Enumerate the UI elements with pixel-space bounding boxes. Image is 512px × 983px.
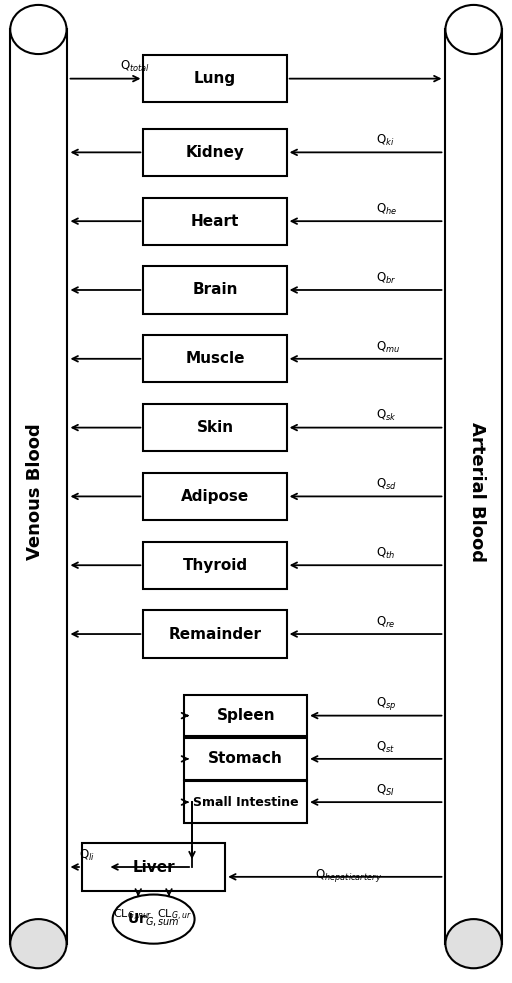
Text: Q$_{sd}$: Q$_{sd}$ <box>376 477 397 492</box>
Text: Ur$_{G,sum}$: Ur$_{G,sum}$ <box>127 910 180 928</box>
Text: CL$_{G,ur}$: CL$_{G,ur}$ <box>157 907 191 923</box>
FancyBboxPatch shape <box>143 55 287 102</box>
Text: Q$_{br}$: Q$_{br}$ <box>376 270 397 286</box>
Text: Kidney: Kidney <box>186 145 244 160</box>
FancyBboxPatch shape <box>143 129 287 176</box>
Text: Muscle: Muscle <box>185 351 245 367</box>
Text: Spleen: Spleen <box>217 708 275 723</box>
Text: Brain: Brain <box>193 282 238 298</box>
Text: Q$_{total}$: Q$_{total}$ <box>120 59 151 75</box>
Text: Q$_{li}$: Q$_{li}$ <box>79 847 95 863</box>
FancyBboxPatch shape <box>184 695 307 736</box>
Text: Q$_{th}$: Q$_{th}$ <box>376 546 396 561</box>
Text: CL$_{G,nur}$: CL$_{G,nur}$ <box>113 907 153 923</box>
Text: Q$_{sp}$: Q$_{sp}$ <box>376 695 397 713</box>
FancyBboxPatch shape <box>82 843 225 891</box>
Text: Stomach: Stomach <box>208 751 283 767</box>
Text: Q$_{he}$: Q$_{he}$ <box>376 202 398 217</box>
Text: Skin: Skin <box>197 420 233 435</box>
FancyBboxPatch shape <box>143 473 287 520</box>
Text: Small Intestine: Small Intestine <box>193 795 298 809</box>
FancyBboxPatch shape <box>184 738 307 780</box>
Text: Adipose: Adipose <box>181 489 249 504</box>
Ellipse shape <box>10 919 67 968</box>
FancyBboxPatch shape <box>143 404 287 451</box>
FancyBboxPatch shape <box>143 542 287 589</box>
Text: Q$_{mu}$: Q$_{mu}$ <box>376 339 400 355</box>
Text: Remainder: Remainder <box>168 626 262 642</box>
FancyBboxPatch shape <box>445 29 502 944</box>
Ellipse shape <box>445 5 502 54</box>
FancyBboxPatch shape <box>143 335 287 382</box>
Ellipse shape <box>445 919 502 968</box>
FancyBboxPatch shape <box>143 198 287 245</box>
Text: Liver: Liver <box>132 859 175 875</box>
Ellipse shape <box>113 895 195 944</box>
Text: Thyroid: Thyroid <box>182 557 248 573</box>
Text: Heart: Heart <box>191 213 239 229</box>
FancyBboxPatch shape <box>184 781 307 823</box>
FancyBboxPatch shape <box>10 29 67 944</box>
Text: Q$_{re}$: Q$_{re}$ <box>376 614 396 630</box>
Ellipse shape <box>10 5 67 54</box>
Text: Q$_{sk}$: Q$_{sk}$ <box>376 408 397 424</box>
Text: Q$_{SI}$: Q$_{SI}$ <box>376 782 395 798</box>
FancyBboxPatch shape <box>143 610 287 658</box>
Text: Arterial Blood: Arterial Blood <box>468 422 486 561</box>
Text: Q$_{hepatic artery}$: Q$_{hepatic artery}$ <box>315 867 382 885</box>
FancyBboxPatch shape <box>143 266 287 314</box>
Text: Q$_{ki}$: Q$_{ki}$ <box>376 133 395 148</box>
Text: Q$_{st}$: Q$_{st}$ <box>376 739 395 755</box>
Text: Lung: Lung <box>194 71 236 87</box>
Text: Venous Blood: Venous Blood <box>26 423 44 560</box>
